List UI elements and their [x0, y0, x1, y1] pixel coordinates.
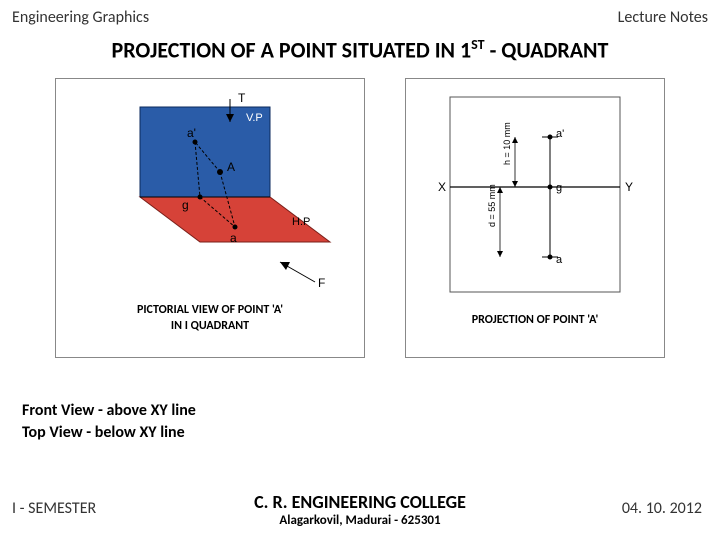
title-post: - QUADRANT — [485, 36, 609, 63]
title-pre: PROJECTION OF A POINT SITUATED IN 1 — [112, 36, 472, 63]
label-A: A — [227, 160, 235, 174]
footer-date: 04. 10. 2012 — [622, 499, 702, 518]
header-left: Engineering Graphics — [12, 8, 149, 27]
fig-left-caption-l1: PICTORIAL VIEW OF POINT 'A' — [137, 303, 283, 317]
note-top-view: Top View - below XY line — [22, 422, 196, 444]
title-sup: ST — [471, 36, 484, 53]
label-aprime: a' — [187, 126, 196, 140]
label-hp: H.P — [292, 216, 310, 228]
college-name: C. R. ENGINEERING COLLEGE — [0, 491, 720, 513]
label-T: T — [238, 91, 246, 105]
fig-right-caption: PROJECTION OF POINT 'A' — [472, 313, 599, 329]
label-a: a — [230, 231, 237, 245]
view-notes: Front View - above XY line Top View - be… — [22, 400, 196, 445]
dim-d-arr2 — [497, 251, 503, 257]
college-address: Alagarkovil, Madurai - 625301 — [0, 513, 720, 528]
dim-h-arr2 — [512, 181, 518, 187]
figures-row: T V.P H.P F A a' a g — [0, 78, 720, 358]
dim-d-arr1 — [497, 187, 503, 193]
fig-left-caption-l2: IN I QUADRANT — [171, 319, 249, 333]
note-front-view: Front View - above XY line — [22, 400, 196, 422]
proj-label-aprime: a' — [556, 128, 564, 140]
pictorial-svg: T V.P H.P F A a' a g — [70, 87, 350, 297]
projection-svg: X Y g a' a h = 10 mm d = 55 mm — [420, 87, 650, 307]
fig-left-caption: PICTORIAL VIEW OF POINT 'A' IN I QUADRAN… — [137, 303, 283, 334]
page-title: PROJECTION OF A POINT SITUATED IN 1ST - … — [0, 36, 720, 63]
label-X: X — [438, 180, 446, 194]
label-Y: Y — [625, 180, 633, 194]
label-F: F — [318, 276, 325, 290]
figure-pictorial: T V.P H.P F A a' a g — [55, 78, 365, 358]
dim-h-arr1 — [512, 137, 518, 143]
proj-border — [450, 97, 620, 292]
header-right: Lecture Notes — [618, 8, 708, 27]
label-g: g — [182, 198, 189, 212]
proj-label-g: g — [556, 182, 562, 194]
figure-projection: X Y g a' a h = 10 mm d = 55 mm — [405, 78, 665, 358]
dim-d-label: d = 55 mm — [487, 184, 497, 227]
proj-label-a: a — [556, 254, 563, 266]
label-vp: V.P — [246, 112, 263, 124]
f-arrowhead — [280, 262, 290, 270]
dim-h-label: h = 10 mm — [502, 122, 512, 165]
footer-center: C. R. ENGINEERING COLLEGE Alagarkovil, M… — [0, 491, 720, 528]
